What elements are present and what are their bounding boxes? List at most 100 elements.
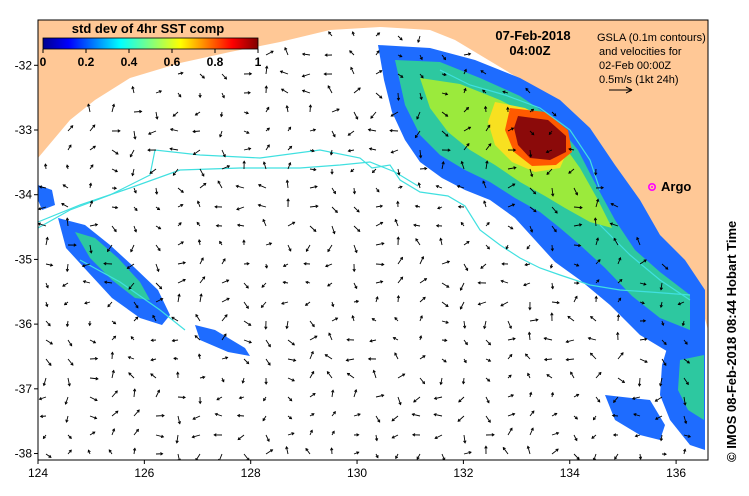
velocity-arrow-head	[311, 413, 315, 417]
velocity-arrow-head	[135, 316, 139, 320]
velocity-arrow	[546, 149, 553, 153]
velocity-arrow	[485, 339, 491, 346]
velocity-arrow	[149, 168, 157, 174]
velocity-arrow-head	[70, 362, 74, 366]
velocity-arrow	[327, 85, 333, 94]
velocity-arrow	[221, 73, 227, 80]
velocity-arrow-head	[288, 248, 292, 252]
velocity-arrow-head	[575, 192, 579, 196]
velocity-arrow-head	[411, 413, 415, 417]
velocity-arrow-head	[245, 111, 250, 115]
velocity-arrow	[177, 204, 183, 208]
velocity-arrow-head	[171, 316, 175, 320]
velocity-arrow-head	[92, 431, 96, 435]
velocity-arrow	[287, 162, 291, 170]
velocity-arrow-head	[196, 221, 200, 225]
velocity-arrow-head	[311, 370, 315, 375]
velocity-arrow	[419, 278, 427, 284]
velocity-arrow	[199, 168, 205, 177]
velocity-arrow-head	[550, 391, 555, 396]
velocity-arrow-head	[48, 362, 52, 367]
velocity-arrow-head	[214, 412, 218, 417]
velocity-arrow	[440, 377, 443, 385]
velocity-arrow-head	[381, 242, 385, 246]
velocity-arrow-head	[89, 250, 93, 254]
velocity-arrow-head	[313, 167, 317, 172]
velocity-arrow-head	[323, 72, 327, 76]
velocity-arrow	[258, 204, 267, 208]
velocity-arrow-head	[92, 340, 97, 344]
velocity-arrow-head	[461, 381, 466, 385]
velocity-arrow-head	[248, 72, 253, 76]
velocity-arrow-head	[367, 128, 372, 132]
velocity-arrow	[325, 354, 333, 360]
velocity-arrow-head	[524, 262, 528, 267]
velocity-arrow	[331, 317, 338, 322]
velocity-arrow-head	[48, 454, 52, 458]
velocity-arrow	[133, 130, 136, 139]
velocity-arrow-head	[68, 144, 72, 148]
velocity-arrow-head	[156, 268, 160, 273]
velocity-arrow	[415, 130, 421, 138]
velocity-arrow	[595, 199, 599, 208]
velocity-arrow-head	[257, 184, 262, 188]
velocity-arrow-head	[567, 315, 571, 319]
velocity-arrow	[639, 282, 646, 285]
velocity-arrow-head	[683, 420, 688, 425]
velocity-arrow-head	[487, 358, 492, 362]
velocity-arrow-head	[327, 283, 331, 287]
velocity-arrow-head	[485, 160, 489, 164]
velocity-arrow-head	[527, 372, 531, 376]
velocity-arrow-head	[376, 50, 380, 54]
velocity-arrow-head	[423, 278, 428, 282]
velocity-arrow-head	[128, 286, 132, 290]
velocity-arrow	[478, 301, 487, 305]
velocity-arrow-head	[545, 149, 549, 154]
velocity-arrow-head	[87, 449, 91, 453]
velocity-arrow-head	[192, 151, 197, 155]
velocity-arrow-head	[467, 52, 472, 56]
velocity-arrow-head	[460, 221, 464, 226]
velocity-arrow-head	[399, 54, 403, 58]
velocity-arrow-head	[308, 104, 313, 108]
velocity-arrow-head	[531, 132, 535, 136]
velocity-arrow	[346, 358, 355, 361]
velocity-arrow-head	[458, 399, 462, 403]
gsla-contours	[38, 69, 691, 331]
velocity-arrow	[309, 371, 315, 379]
velocity-arrow-head	[289, 416, 293, 420]
velocity-arrow-head	[49, 263, 54, 267]
velocity-arrow-head	[379, 95, 383, 99]
velocity-arrow	[155, 282, 162, 290]
velocity-arrow-head	[324, 53, 328, 57]
velocity-arrow-head	[380, 280, 384, 284]
velocity-arrow	[111, 428, 115, 436]
velocity-arrow	[265, 242, 272, 246]
velocity-arrow-head	[487, 378, 491, 382]
velocity-arrow	[397, 73, 404, 78]
velocity-arrow-head	[263, 398, 267, 402]
velocity-arrow-head	[154, 191, 159, 195]
velocity-arrow	[375, 296, 379, 303]
velocity-arrow	[221, 333, 227, 341]
velocity-arrow	[546, 374, 553, 379]
velocity-arrow-head	[217, 180, 221, 184]
velocity-arrow-head	[598, 371, 602, 376]
velocity-arrow	[507, 225, 513, 230]
x-axis: 124 126 128 130 132 134 136	[28, 460, 686, 480]
velocity-arrow-head	[576, 393, 580, 397]
velocity-arrow-head	[389, 128, 393, 133]
velocity-arrow-head	[523, 283, 527, 287]
velocity-arrow-head	[215, 224, 219, 228]
velocity-arrow-head	[595, 198, 600, 202]
velocity-arrow	[309, 335, 318, 341]
velocity-arrow	[501, 280, 509, 284]
velocity-arrow	[133, 301, 139, 308]
y-tick-label: -38	[15, 447, 33, 461]
velocity-arrow-head	[169, 147, 173, 151]
velocity-arrow-head	[500, 279, 504, 283]
velocity-arrow	[155, 389, 160, 398]
velocity-arrow-head	[620, 352, 624, 356]
velocity-arrow-head	[509, 427, 513, 431]
velocity-arrow	[368, 129, 377, 132]
